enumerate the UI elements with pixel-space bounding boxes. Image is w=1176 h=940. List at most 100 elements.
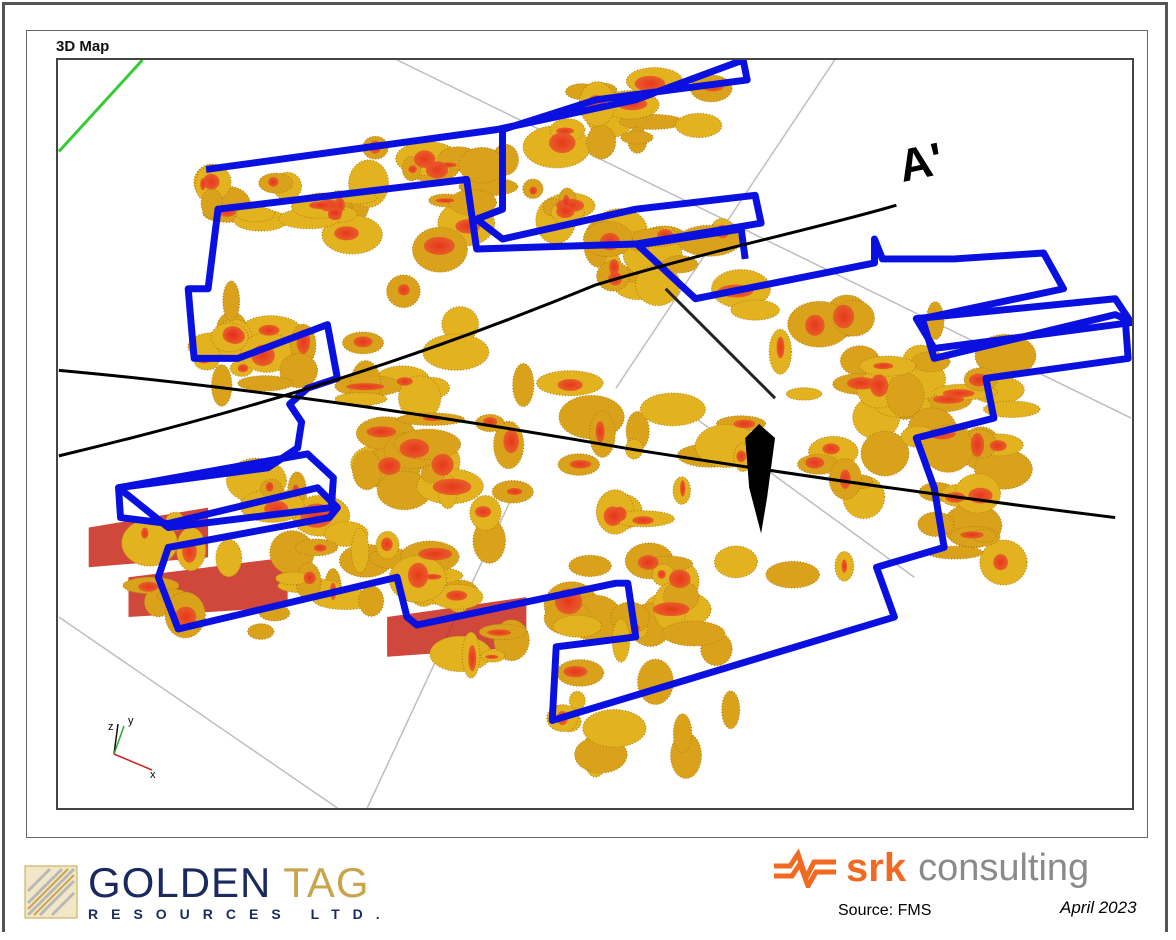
ore-body-2-10 [620, 130, 654, 145]
srk-wordmark: srk [846, 846, 907, 890]
high-grade-zone-11-1 [989, 440, 1007, 452]
ore-body-10-4 [885, 372, 925, 418]
ore-body-12-6 [721, 690, 741, 730]
high-grade-zone-9-17 [736, 450, 747, 463]
high-grade-zone-5-18 [399, 438, 430, 459]
high-grade-zone-0-15 [268, 176, 279, 187]
ore-body-5-17 [352, 450, 382, 491]
high-grade-zone-12-8 [563, 665, 588, 678]
ore-body-12-5 [661, 620, 726, 647]
high-grade-zone-0-17 [308, 201, 332, 210]
ore-body-8-4 [765, 560, 820, 589]
high-grade-zone-1-18 [408, 165, 417, 174]
boundary-west-finger [115, 450, 337, 531]
ore-body-4-10 [422, 333, 490, 371]
ore-body-13-13 [247, 623, 275, 640]
company-name-golden: GOLDEN [88, 859, 272, 906]
high-grade-zone-10-10 [942, 389, 975, 398]
ore-body-6-18 [215, 538, 243, 578]
high-grade-zone-9-4 [733, 419, 756, 429]
black-streak [664, 287, 777, 400]
high-grade-zone-7-10 [652, 602, 690, 617]
high-grade-zone-4-15 [222, 326, 244, 344]
high-grade-zone-6-16 [265, 482, 274, 492]
high-grade-zone-8-6 [668, 569, 691, 589]
high-grade-zone-1-10 [435, 198, 455, 203]
high-grade-zone-7-7 [475, 506, 492, 518]
section-label: A' [894, 133, 948, 192]
high-grade-zone-13-11 [418, 547, 453, 561]
axis-green-line [58, 60, 144, 153]
ore-body-12-16 [552, 614, 602, 638]
high-grade-zone-7-14 [506, 488, 523, 495]
high-grade-zone-13-5 [487, 629, 512, 636]
section-line-upper [58, 203, 897, 458]
high-grade-zone-10-3 [870, 374, 889, 397]
high-grade-zone-9-2 [776, 336, 785, 359]
high-grade-zone-0-9 [334, 226, 359, 241]
high-grade-zone-5-9 [378, 457, 401, 475]
ore-body-10-0 [860, 430, 910, 477]
high-grade-zone-6-15 [175, 606, 197, 627]
high-grade-zone-6-17 [313, 544, 327, 552]
high-grade-zone-0-7 [202, 173, 220, 190]
high-grade-zone-3-5 [609, 259, 620, 276]
high-grade-zone-4-1 [346, 383, 385, 391]
high-grade-zone-4-2 [237, 364, 249, 373]
high-grade-zone-9-3 [833, 304, 855, 329]
high-grade-zone-9-18 [846, 377, 877, 390]
high-grade-zone-7-13 [569, 459, 592, 469]
high-grade-zone-5-11 [431, 453, 454, 476]
ore-body-12-14 [568, 690, 586, 711]
high-grade-zone-11-15 [841, 559, 848, 573]
source-text: Source: FMS [838, 902, 932, 919]
high-grade-zone-1-14 [413, 150, 436, 168]
high-grade-zone-10-2 [970, 433, 985, 457]
high-grade-zone-1-13 [529, 186, 538, 195]
axis-y-label: y [128, 715, 134, 727]
high-grade-zone-8-14 [632, 516, 654, 525]
high-grade-zone-5-13 [595, 421, 605, 443]
ore-body-2-13 [675, 112, 723, 139]
ore-body-12-11 [672, 713, 693, 754]
high-grade-zone-9-19 [805, 314, 825, 336]
high-grade-zone-2-1 [549, 132, 576, 154]
section-lines [58, 203, 1116, 520]
company-subtitle: RESOURCES LTD. [88, 906, 393, 922]
high-grade-zone-13-10 [485, 654, 499, 659]
ore-body-10-11 [982, 400, 1041, 418]
high-grade-zone-1-17 [423, 236, 455, 255]
property-boundaries [115, 60, 1132, 724]
high-grade-zone-13-4 [445, 590, 468, 601]
high-grade-zone-0-14 [200, 178, 206, 191]
ore-body-4-16 [222, 280, 241, 322]
high-grade-zone-8-9 [603, 506, 623, 527]
company-name-tag: TAG [283, 859, 370, 906]
boundary-north [115, 60, 1132, 724]
golden-tag-emblem-icon [24, 865, 78, 919]
high-grade-zone-9-15 [822, 443, 840, 455]
boundary-east [912, 295, 1132, 352]
high-grade-zone-11-11 [805, 456, 825, 469]
golden-tag-logo: GOLDEN TAG RESOURCES LTD. [24, 862, 393, 922]
map-view[interactable]: A' [56, 58, 1134, 810]
ore-body-9-8 [730, 299, 780, 321]
black-feature [745, 424, 776, 534]
high-grade-zone-11-3 [993, 554, 1008, 571]
high-grade-zone-7-0 [432, 478, 472, 495]
high-grade-zone-8-10 [657, 569, 666, 579]
high-grade-zone-4-11 [397, 284, 410, 296]
ore-body-8-3 [568, 554, 612, 578]
high-grade-zone-2-11 [634, 75, 666, 92]
high-grade-zone-5-7 [366, 426, 397, 438]
consulting-wordmark: consulting [918, 847, 1090, 889]
high-grade-zone-5-15 [557, 378, 583, 391]
map-title: 3D Map [56, 38, 110, 55]
high-grade-zone-13-15 [380, 537, 393, 552]
ore-body-5-16 [639, 392, 707, 427]
srk-wave-icon [774, 848, 836, 888]
ore-body-9-5 [785, 387, 823, 401]
ore-body-13-12 [350, 527, 370, 574]
high-grade-zone-5-2 [503, 429, 519, 454]
srk-logo: srk consulting [772, 846, 1089, 890]
